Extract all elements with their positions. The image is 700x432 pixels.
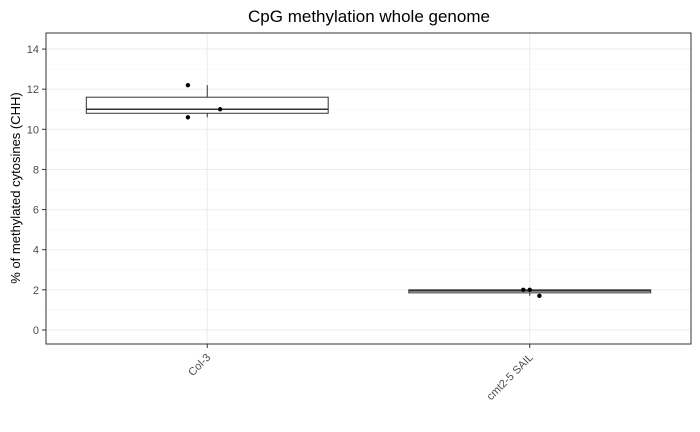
x-tick-label: cmt2-5 SAIL — [485, 352, 536, 403]
x-tick-label: Col-3 — [186, 352, 213, 379]
data-point — [521, 287, 526, 293]
boxes — [85, 85, 652, 296]
y-tick-label: 0 — [33, 325, 39, 337]
y-tick-label: 12 — [27, 84, 39, 96]
y-tick-label: 2 — [33, 285, 39, 297]
y-axis-label: % of methylated cytosines (CHH) — [8, 92, 23, 283]
y-tick-label: 8 — [33, 164, 39, 176]
data-point — [537, 293, 542, 299]
box-iqr — [85, 96, 329, 114]
y-tick-label: 14 — [27, 44, 39, 56]
data-point — [185, 115, 191, 120]
y-tick-label: 4 — [33, 245, 39, 257]
box-group — [85, 85, 329, 118]
y-tick-label: 6 — [33, 205, 39, 217]
y-tick-label: 10 — [27, 124, 39, 136]
chart-title: CpG methylation whole genome — [248, 7, 490, 26]
plot-panel — [45, 32, 692, 345]
data-point — [185, 82, 191, 88]
data-point — [527, 287, 532, 293]
data-point — [217, 107, 223, 112]
data-points — [185, 82, 542, 299]
grid-lines — [46, 33, 691, 344]
